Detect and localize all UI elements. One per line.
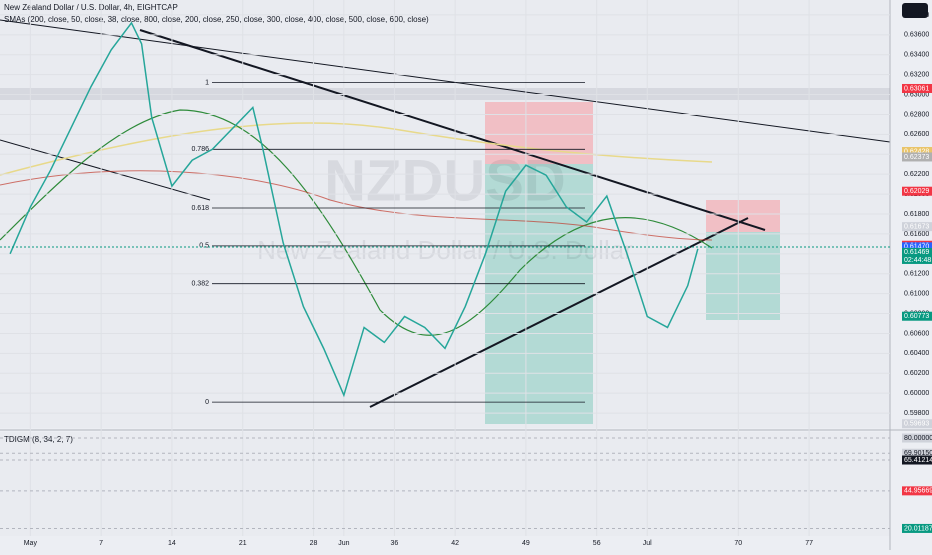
sma-line — [0, 122, 713, 176]
x-tick-label: 77 — [805, 540, 813, 547]
x-tick-label: May — [24, 540, 38, 547]
x-tick-label: 7 — [99, 540, 103, 547]
y-tick-label: 0.60000 — [904, 390, 929, 397]
x-tick-label: 56 — [593, 540, 601, 547]
indicator-badge-label: 80.00000 — [904, 435, 932, 442]
y-tick-label: 0.60200 — [904, 370, 929, 377]
y-tick-label: 0.63000 — [904, 91, 929, 98]
indicator-badge-label: 20.01187 — [904, 525, 932, 532]
trend-line — [369, 217, 749, 408]
indicator-badge — [902, 455, 932, 465]
y-tick-label: 0.63400 — [904, 52, 929, 59]
indicator-badge — [902, 486, 932, 496]
price-badge-label: 0.61470 — [904, 244, 929, 251]
indicator-pane — [0, 432, 890, 536]
x-tick-label: 49 — [522, 540, 530, 547]
y-tick-label: 0.61600 — [904, 231, 929, 238]
y-tick-label: 0.63800 — [904, 12, 929, 19]
fib-label: 0.382 — [191, 281, 209, 288]
sub-indicator-legend: TDIGM (8, 34, 2, 7) — [4, 435, 73, 444]
y-tick-label: 0.60600 — [904, 330, 929, 337]
fib-label: 1 — [205, 79, 209, 86]
header-title: New Zealand Dollar / U.S. Dollar, 4h, EI… — [4, 3, 178, 12]
x-tick-label: 70 — [734, 540, 742, 547]
price-badge-label: 0.61673 — [904, 223, 929, 230]
watermark-sub: New Zealand Dollar / U.S. Dollar — [257, 235, 633, 265]
watermark: NZDUSD — [324, 148, 566, 213]
target-zone — [706, 232, 780, 320]
stop-zone — [485, 102, 593, 164]
camera-button[interactable] — [902, 3, 928, 18]
sma-line — [0, 109, 713, 336]
price-badge — [902, 419, 932, 429]
fib-label: 0.618 — [191, 205, 209, 212]
last-price-label: 0.61469 — [904, 249, 929, 256]
price-badge — [902, 83, 932, 93]
trend-line — [0, 139, 211, 201]
last-price-badge — [902, 247, 932, 264]
fib-label: 0 — [205, 399, 209, 406]
x-tick-label: 42 — [451, 540, 459, 547]
indicator-badge-label: 44.95669 — [904, 488, 932, 495]
x-tick-label: 28 — [310, 540, 318, 547]
price-badge-label: 0.62428 — [904, 148, 929, 155]
price-badge-label: 0.59693 — [904, 421, 929, 428]
y-tick-label: 0.62200 — [904, 171, 929, 178]
y-tick-label: 0.63200 — [904, 71, 929, 78]
price-line — [9, 21, 699, 398]
indicator-badge-label: 65.41214 — [904, 457, 932, 464]
y-tick-label: 0.60400 — [904, 350, 929, 357]
trend-line — [139, 29, 766, 231]
indicator-badge-label: 69.90150 — [904, 450, 932, 457]
x-tick-label: 14 — [168, 540, 176, 547]
price-badge-label: 0.62029 — [904, 188, 929, 195]
price-badge-label: 0.63061 — [904, 85, 929, 92]
price-badge — [902, 186, 932, 196]
y-tick-label: 0.61000 — [904, 290, 929, 297]
y-tick-label: 0.59800 — [904, 410, 929, 417]
fib-label: 0.5 — [199, 243, 209, 250]
stop-zone — [706, 200, 780, 232]
x-tick-label: Jun — [338, 540, 349, 547]
x-tick-label: 21 — [239, 540, 247, 547]
indicator-legend: SMAs (200, close, 50, close, 38, close, … — [4, 15, 429, 24]
countdown: 02:44:48 — [904, 257, 931, 264]
resistance-zone — [0, 88, 890, 100]
price-badge — [902, 152, 932, 162]
indicator-badge — [902, 448, 932, 458]
price-badge — [902, 222, 932, 232]
trend-line — [0, 19, 891, 143]
x-tick-label: Jul — [643, 540, 652, 547]
y-tick-label: 0.62600 — [904, 131, 929, 138]
indicator-badge — [902, 523, 932, 533]
y-tick-label: 0.61200 — [904, 271, 929, 278]
price-badge-label: 0.60773 — [904, 313, 929, 320]
price-badge — [902, 311, 932, 321]
price-badge — [902, 146, 932, 156]
fib-label: 0.786 — [191, 146, 209, 153]
y-tick-label: 0.61800 — [904, 211, 929, 218]
indicator-badge — [902, 433, 932, 443]
y-tick-label: 0.62800 — [904, 111, 929, 118]
price-badge-label: 0.62373 — [904, 154, 929, 161]
price-badge — [902, 242, 932, 252]
y-tick-label: 0.63600 — [904, 32, 929, 39]
x-tick-label: 36 — [391, 540, 399, 547]
